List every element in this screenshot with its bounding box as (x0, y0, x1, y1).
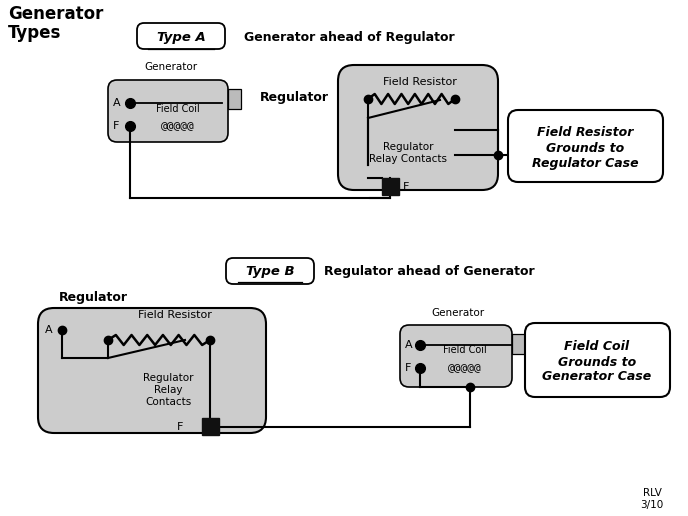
Text: Regulator ahead of Generator: Regulator ahead of Generator (324, 266, 535, 279)
Text: Generator
Types: Generator Types (8, 5, 103, 42)
Text: Generator: Generator (431, 308, 484, 318)
Text: Regulator
Relay Contacts: Regulator Relay Contacts (369, 142, 447, 164)
Text: Type B: Type B (246, 266, 294, 279)
FancyBboxPatch shape (38, 308, 266, 433)
Bar (512, 334, 525, 354)
Text: Field Resistor: Field Resistor (138, 310, 212, 320)
Text: F: F (403, 182, 409, 192)
Text: A: A (45, 325, 52, 335)
Text: Regulator: Regulator (259, 91, 328, 105)
Text: Field Coil
Grounds to
Generator Case: Field Coil Grounds to Generator Case (542, 341, 652, 383)
Text: F: F (405, 363, 411, 373)
Text: F: F (177, 422, 183, 432)
FancyBboxPatch shape (137, 23, 225, 49)
Text: @@@@@: @@@@@ (448, 363, 482, 373)
FancyBboxPatch shape (108, 80, 228, 142)
FancyBboxPatch shape (338, 65, 498, 190)
Text: F: F (113, 121, 120, 131)
Text: A: A (405, 340, 413, 350)
FancyBboxPatch shape (400, 325, 512, 387)
Text: @@@@@: @@@@@ (161, 121, 195, 131)
Bar (228, 89, 241, 109)
FancyBboxPatch shape (508, 110, 663, 182)
Bar (202, 418, 219, 435)
Text: Regulator
Relay
Contacts: Regulator Relay Contacts (142, 374, 193, 407)
Text: Field Coil: Field Coil (156, 104, 200, 114)
FancyBboxPatch shape (226, 258, 314, 284)
Text: Type A: Type A (157, 30, 206, 43)
Text: RLV
3/10: RLV 3/10 (641, 488, 664, 510)
Text: Field Resistor
Grounds to
Regulator Case: Field Resistor Grounds to Regulator Case (532, 126, 638, 169)
Text: Field Resistor: Field Resistor (383, 77, 457, 87)
Text: Generator ahead of Regulator: Generator ahead of Regulator (244, 30, 455, 43)
Text: A: A (113, 98, 120, 108)
Text: Generator: Generator (144, 62, 197, 72)
Text: Regulator: Regulator (58, 292, 127, 304)
Bar (382, 178, 399, 195)
FancyBboxPatch shape (525, 323, 670, 397)
Text: Field Coil: Field Coil (443, 345, 487, 355)
